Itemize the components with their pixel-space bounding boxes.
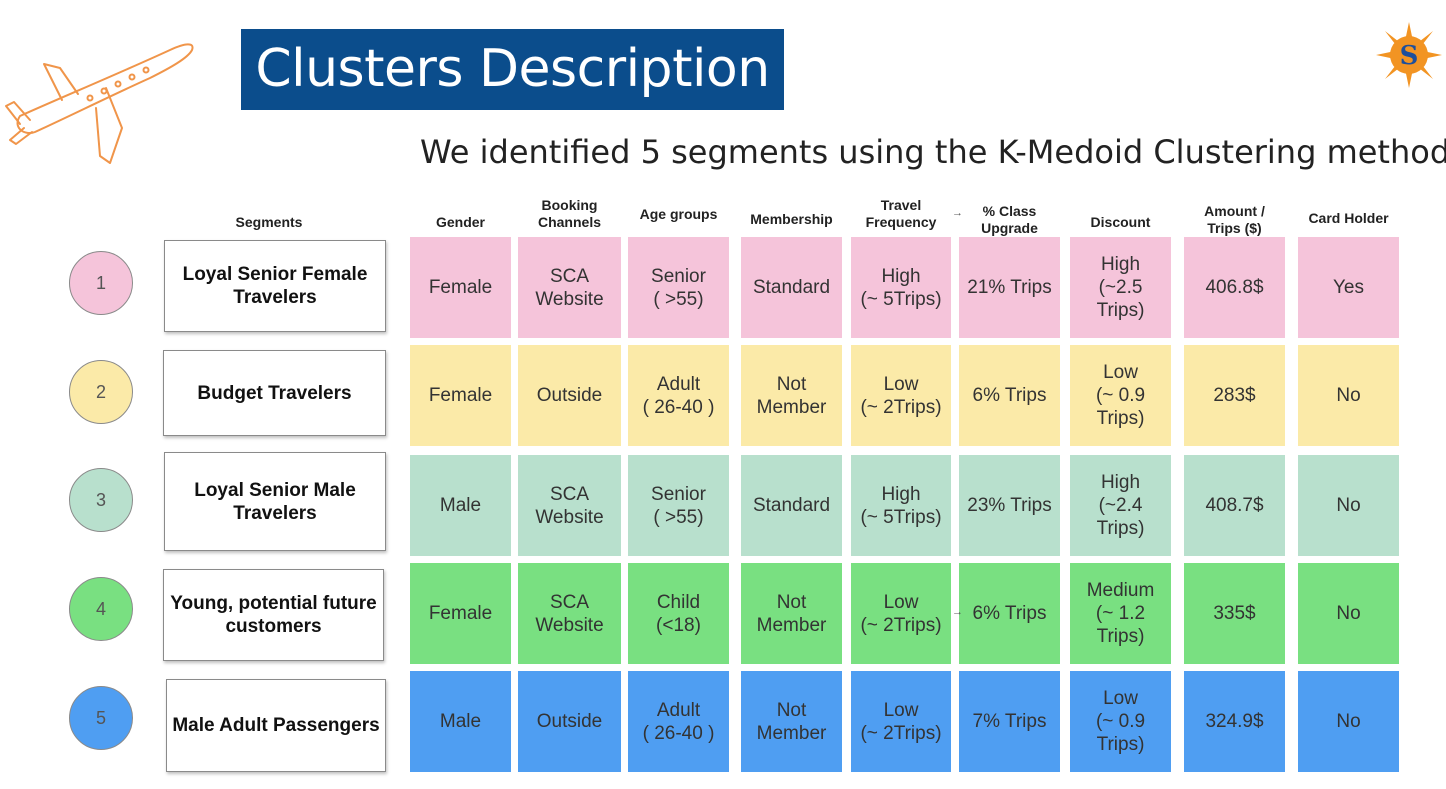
connector-arrow: → xyxy=(952,207,963,219)
cell-booking-channels: Outside xyxy=(518,345,621,446)
cell-gender: Female xyxy=(410,237,511,338)
cell-discount: High (~2.4 Trips) xyxy=(1070,455,1171,556)
airplane-icon xyxy=(5,43,194,164)
cell-booking-channels: Outside xyxy=(518,671,621,772)
cell-age-groups: Senior ( >55) xyxy=(628,237,729,338)
cell-booking-channels: SCA Website xyxy=(518,237,621,338)
col-header-age-groups: Age groups xyxy=(639,205,718,222)
cell-discount: Low (~ 0.9 Trips) xyxy=(1070,345,1171,446)
segment-number-badge: 5 xyxy=(69,686,133,750)
cell-age-groups: Adult ( 26-40 ) xyxy=(628,345,729,446)
cell-class-upgrade: 6% Trips xyxy=(959,345,1060,446)
cell-discount: Low (~ 0.9 Trips) xyxy=(1070,671,1171,772)
col-header-discount: Discount xyxy=(1090,213,1151,230)
cell-travel-frequency: Low (~ 2Trips) xyxy=(851,671,951,772)
cell-travel-frequency: High (~ 5Trips) xyxy=(851,455,951,556)
cell-gender: Male xyxy=(410,455,511,556)
cell-booking-channels: SCA Website xyxy=(518,563,621,664)
cell-amount-per-trip: 335$ xyxy=(1184,563,1285,664)
cell-card-holder: Yes xyxy=(1298,237,1399,338)
cell-travel-frequency: High (~ 5Trips) xyxy=(851,237,951,338)
cell-gender: Male xyxy=(410,671,511,772)
cell-gender: Female xyxy=(410,345,511,446)
cell-age-groups: Child (<18) xyxy=(628,563,729,664)
segment-number-badge: 1 xyxy=(69,251,133,315)
cell-booking-channels: SCA Website xyxy=(518,455,621,556)
cell-membership: Standard xyxy=(741,237,842,338)
cell-membership: Not Member xyxy=(741,563,842,664)
segment-number-badge: 3 xyxy=(69,468,133,532)
cell-discount: Medium (~ 1.2 Trips) xyxy=(1070,563,1171,664)
cell-membership: Standard xyxy=(741,455,842,556)
col-header-travel-frequency: Travel Frequency xyxy=(865,197,937,230)
cell-travel-frequency: Low (~ 2Trips) xyxy=(851,345,951,446)
segment-name: Young, potential future customers xyxy=(163,569,384,661)
col-header-card-holder: Card Holder xyxy=(1308,209,1389,226)
cell-class-upgrade: 21% Trips xyxy=(959,237,1060,338)
cell-card-holder: No xyxy=(1298,563,1399,664)
segment-name: Male Adult Passengers xyxy=(166,679,386,772)
col-header-amount-per-trip: Amount / Trips ($) xyxy=(1204,203,1265,236)
segment-name: Loyal Senior Female Travelers xyxy=(164,240,386,332)
cell-age-groups: Senior ( >55) xyxy=(628,455,729,556)
cell-amount-per-trip: 324.9$ xyxy=(1184,671,1285,772)
cell-travel-frequency: Low (~ 2Trips) xyxy=(851,563,951,664)
cell-class-upgrade: 23% Trips xyxy=(959,455,1060,556)
page-subtitle: We identified 5 segments using the K-Med… xyxy=(420,133,1446,171)
page-title: Clusters Description xyxy=(241,29,784,110)
segment-name: Loyal Senior Male Travelers xyxy=(164,452,386,551)
cell-class-upgrade: 6% Trips xyxy=(959,563,1060,664)
cell-membership: Not Member xyxy=(741,345,842,446)
connector-arrow: → xyxy=(952,606,963,618)
cell-card-holder: No xyxy=(1298,671,1399,772)
cell-age-groups: Adult ( 26-40 ) xyxy=(628,671,729,772)
col-header-gender: Gender xyxy=(435,213,485,230)
cell-amount-per-trip: 408.7$ xyxy=(1184,455,1285,556)
cell-amount-per-trip: 283$ xyxy=(1184,345,1285,446)
col-header-class-upgrade: % Class Upgrade xyxy=(981,203,1038,236)
svg-text:S: S xyxy=(1400,41,1419,71)
segment-number-badge: 4 xyxy=(69,577,133,641)
segment-number-badge: 2 xyxy=(69,360,133,424)
cell-card-holder: No xyxy=(1298,455,1399,556)
col-header-membership: Membership xyxy=(750,210,833,227)
col-header-booking-channels: Booking Channels xyxy=(537,197,601,230)
cell-discount: High (~2.5 Trips) xyxy=(1070,237,1171,338)
cell-membership: Not Member xyxy=(741,671,842,772)
cell-gender: Female xyxy=(410,563,511,664)
segments-header: Segments xyxy=(235,213,303,230)
compass-sun-logo: S xyxy=(1376,22,1442,88)
cell-amount-per-trip: 406.8$ xyxy=(1184,237,1285,338)
segment-name: Budget Travelers xyxy=(163,350,386,436)
cell-card-holder: No xyxy=(1298,345,1399,446)
cell-class-upgrade: 7% Trips xyxy=(959,671,1060,772)
